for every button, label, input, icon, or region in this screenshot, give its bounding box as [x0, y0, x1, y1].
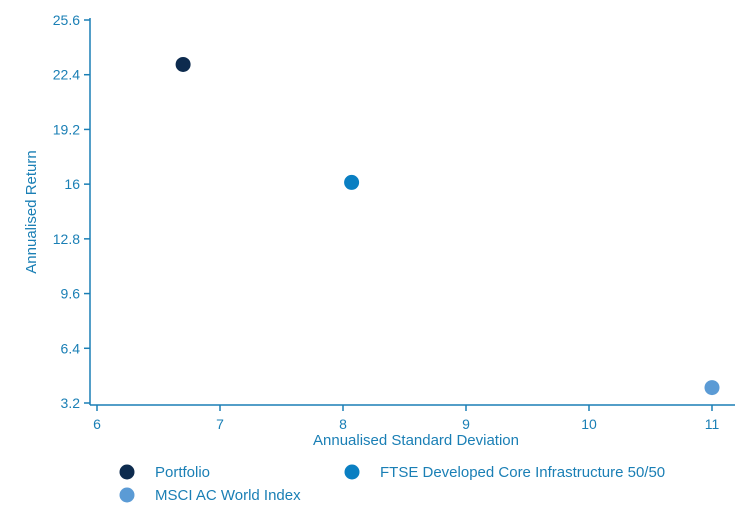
y-tick-label: 12.8: [53, 231, 80, 247]
y-tick-label: 9.6: [61, 286, 81, 302]
y-tick-label: 16: [64, 176, 80, 192]
x-tick-label: 6: [93, 416, 101, 432]
y-axis-title: Annualised Return: [23, 150, 40, 273]
x-tick-label: 9: [462, 416, 470, 432]
y-tick-label: 6.4: [61, 340, 81, 356]
y-tick-label: 25.6: [53, 12, 80, 28]
data-points: [175, 56, 720, 396]
x-tick-label: 11: [705, 416, 720, 432]
legend-marker: [119, 464, 135, 480]
x-tick-label: 8: [339, 416, 347, 432]
legend-label: Portfolio: [155, 464, 210, 481]
x-axis-title: Annualised Standard Deviation: [313, 432, 519, 449]
x-ticks: 6 7 8 9 10 11: [93, 405, 719, 432]
y-tick-label: 22.4: [53, 67, 80, 83]
legend-label: MSCI AC World Index: [155, 487, 301, 504]
legend-marker: [119, 487, 135, 503]
legend-marker: [344, 464, 360, 480]
data-point-1[interactable]: [175, 56, 191, 72]
axes: [89, 18, 735, 406]
data-point-3[interactable]: [704, 380, 720, 396]
y-ticks: 3.2 6.4 9.6 12.8 16 19.2 22.4 25.6: [53, 12, 90, 411]
legend-label: FTSE Developed Core Infrastructure 50/50: [380, 464, 665, 481]
data-point-2[interactable]: [344, 174, 360, 190]
y-tick-label: 19.2: [53, 121, 80, 137]
x-tick-label: 10: [581, 416, 597, 432]
x-tick-label: 7: [216, 416, 224, 432]
y-tick-label: 3.2: [61, 395, 81, 411]
legend: Portfolio FTSE Developed Core Infrastruct…: [119, 464, 665, 504]
